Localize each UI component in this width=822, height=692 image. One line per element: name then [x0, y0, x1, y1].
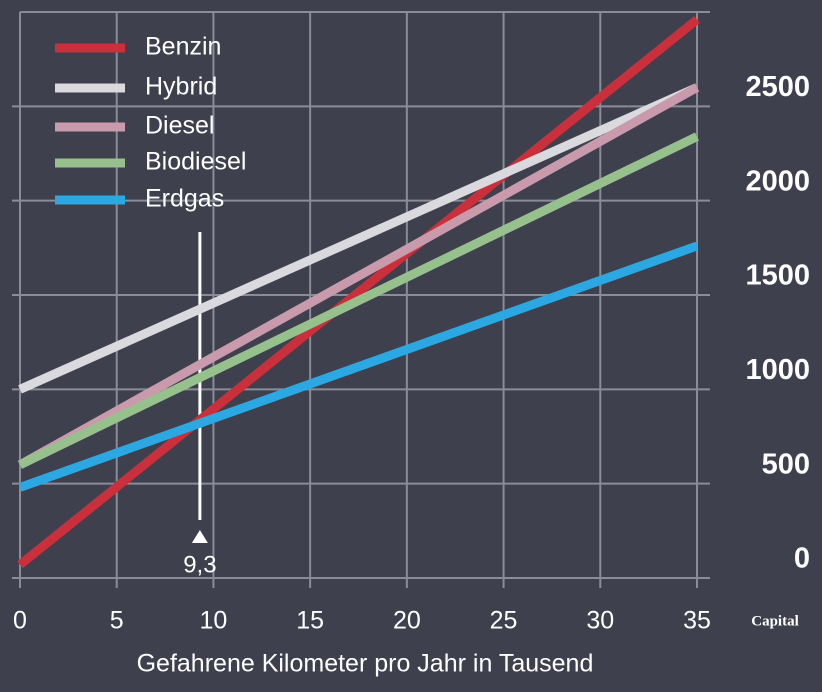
annotation-label: 9,3: [183, 551, 216, 578]
series-line: [18, 132, 699, 469]
legend-label: Erdgas: [145, 185, 224, 213]
x-tick-label: 5: [110, 607, 124, 635]
source: Capital: [751, 613, 799, 629]
legend-label: Diesel: [145, 112, 214, 140]
x-tick-label: 20: [393, 607, 421, 635]
annotation-arrow: [191, 530, 208, 543]
x-tick-label: 35: [683, 607, 711, 635]
series-line: [17, 83, 700, 469]
x-tick-label: 30: [586, 607, 614, 635]
x-tick-label: 15: [296, 607, 324, 635]
x-axis-label: Gefahrene Kilometer pro Jahr in Tausend: [137, 650, 594, 678]
series-line: [18, 241, 699, 492]
y-tick-label: 2500: [745, 71, 810, 103]
y-tick-label: 1000: [745, 354, 810, 386]
legend-label: Hybrid: [145, 73, 217, 101]
series-line: [17, 16, 700, 569]
y-tick-label: 2000: [745, 165, 810, 197]
x-tick-label: 10: [200, 607, 228, 635]
x-tick-label: 0: [13, 607, 27, 635]
y-tick-label: 500: [762, 448, 810, 480]
legend-label: Benzin: [145, 33, 221, 61]
y-tick-label: 0: [794, 543, 810, 575]
x-tick-label: 25: [490, 607, 518, 635]
legend-label: Biodiesel: [145, 148, 246, 176]
y-tick-label: 1500: [745, 260, 810, 292]
series-line: [18, 83, 699, 394]
